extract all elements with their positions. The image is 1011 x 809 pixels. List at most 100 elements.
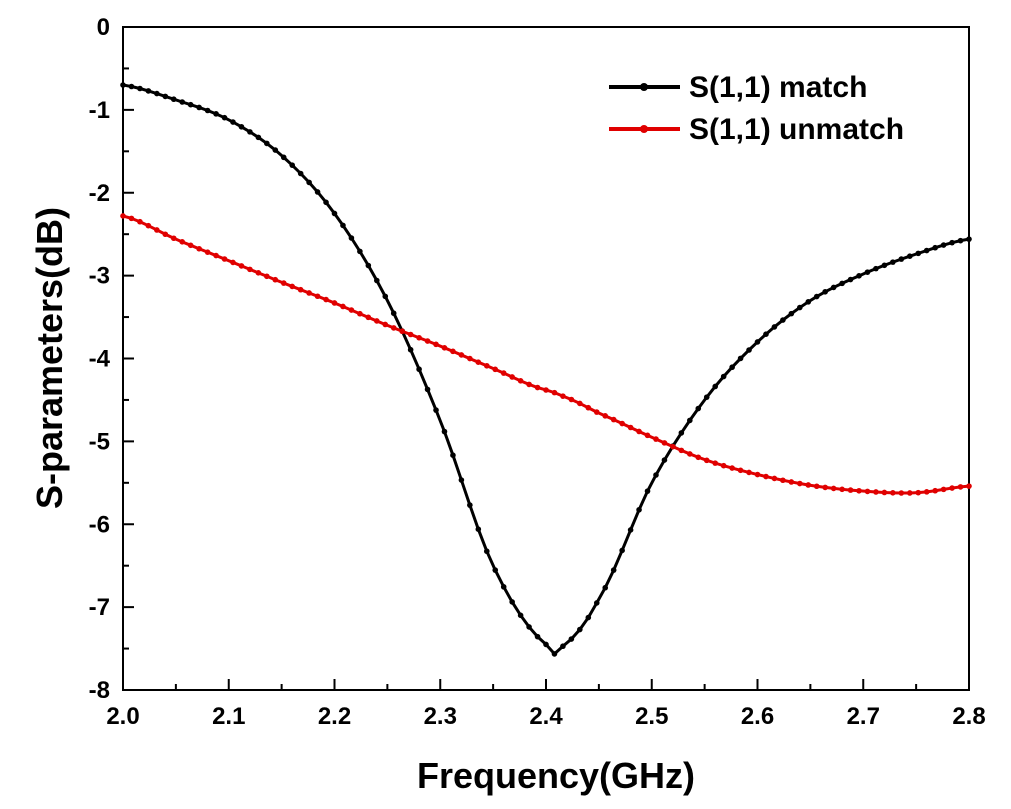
series-marker <box>458 477 465 483</box>
series-marker <box>771 324 778 330</box>
series-marker <box>264 140 270 147</box>
series-marker <box>323 296 329 303</box>
y-tick-label: -2 <box>89 180 110 207</box>
series-marker <box>957 484 964 490</box>
series-marker <box>534 384 541 391</box>
series-marker <box>340 303 346 310</box>
y-tick-label: -8 <box>89 677 110 704</box>
series-marker <box>357 310 363 317</box>
series-marker <box>687 451 693 457</box>
series-marker <box>780 477 786 484</box>
series-marker <box>830 485 837 492</box>
series-marker <box>450 452 456 458</box>
series-marker <box>179 99 186 105</box>
series-marker <box>602 584 609 591</box>
series-marker <box>213 111 219 117</box>
series-marker <box>543 641 549 648</box>
series-marker <box>797 480 803 487</box>
series-marker <box>475 526 482 532</box>
series-marker <box>348 235 355 241</box>
series-marker <box>906 253 913 259</box>
series-marker <box>653 436 659 442</box>
series-marker <box>949 239 955 246</box>
series-marker <box>551 389 558 396</box>
series-marker <box>509 599 515 605</box>
series-marker <box>340 222 346 229</box>
series-marker <box>238 123 245 130</box>
series-marker <box>923 489 930 495</box>
series-marker <box>602 413 609 419</box>
series-marker <box>627 424 634 431</box>
series-marker <box>272 147 279 153</box>
series-marker <box>272 276 279 283</box>
series-marker <box>593 600 600 606</box>
x-axis-ticks: 2.0 2.1 2.2 2.3 2.4 2.5 2.6 2.7 2.8 <box>106 679 986 730</box>
series-marker <box>839 280 845 287</box>
series-marker <box>407 346 414 353</box>
series-marker <box>890 490 896 496</box>
series-marker <box>560 643 566 650</box>
series-marker <box>763 473 769 480</box>
series-marker <box>145 88 152 94</box>
series-marker <box>517 378 524 384</box>
y-tick-label: 0 <box>97 14 110 41</box>
series-line <box>122 214 970 495</box>
series-marker <box>230 119 236 125</box>
series-marker <box>915 489 922 496</box>
series-marker <box>382 321 389 328</box>
series-marker <box>492 366 499 373</box>
series-marker <box>703 394 710 400</box>
series-marker <box>805 299 812 305</box>
series-marker <box>839 486 845 493</box>
y-axis-ticks: 0 -1 -2 -3 -4 -5 -6 -7 -8 <box>89 14 134 704</box>
series-marker <box>670 443 676 450</box>
series-marker <box>957 237 964 244</box>
series-marker <box>771 475 778 482</box>
series-marker <box>856 273 862 279</box>
x-tick-label: 2.5 <box>635 703 668 730</box>
x-tick-label: 2.7 <box>847 703 880 730</box>
y-tick-label: -1 <box>89 97 110 124</box>
series-marker <box>788 479 795 485</box>
series-marker <box>746 469 752 476</box>
y-tick-label: -4 <box>89 346 111 373</box>
series-marker <box>627 527 634 533</box>
series-marker <box>247 129 253 135</box>
series-marker <box>297 286 304 293</box>
series-marker <box>467 355 473 362</box>
series-marker <box>374 277 380 284</box>
legend-marker <box>640 125 648 133</box>
series-marker <box>813 483 820 490</box>
series-marker <box>822 484 828 491</box>
series-marker <box>678 430 685 436</box>
series-marker <box>526 381 532 388</box>
series-marker <box>374 318 380 324</box>
series-marker <box>297 170 304 177</box>
series-marker <box>483 548 490 555</box>
series-marker <box>382 293 389 300</box>
series-marker <box>585 614 592 621</box>
series-marker <box>856 487 862 494</box>
series-marker <box>754 471 761 478</box>
series-marker <box>128 83 135 90</box>
series-marker <box>323 199 329 206</box>
series-marker <box>441 428 448 435</box>
series-marker <box>280 280 287 286</box>
series-marker <box>196 104 202 111</box>
series-marker <box>407 331 414 338</box>
series-marker <box>534 633 541 640</box>
series-marker <box>450 348 456 355</box>
x-tick-label: 2.2 <box>318 703 351 730</box>
series-marker <box>543 387 549 393</box>
series-marker <box>154 227 160 233</box>
series-marker <box>357 248 363 255</box>
series-marker <box>255 270 262 276</box>
series-marker <box>695 454 702 461</box>
series-marker <box>881 262 888 269</box>
series-marker <box>923 247 930 254</box>
series-marker <box>805 482 812 488</box>
series-marker <box>162 93 169 100</box>
series-marker <box>661 440 668 446</box>
series-marker <box>289 283 296 290</box>
series-marker <box>170 96 177 103</box>
